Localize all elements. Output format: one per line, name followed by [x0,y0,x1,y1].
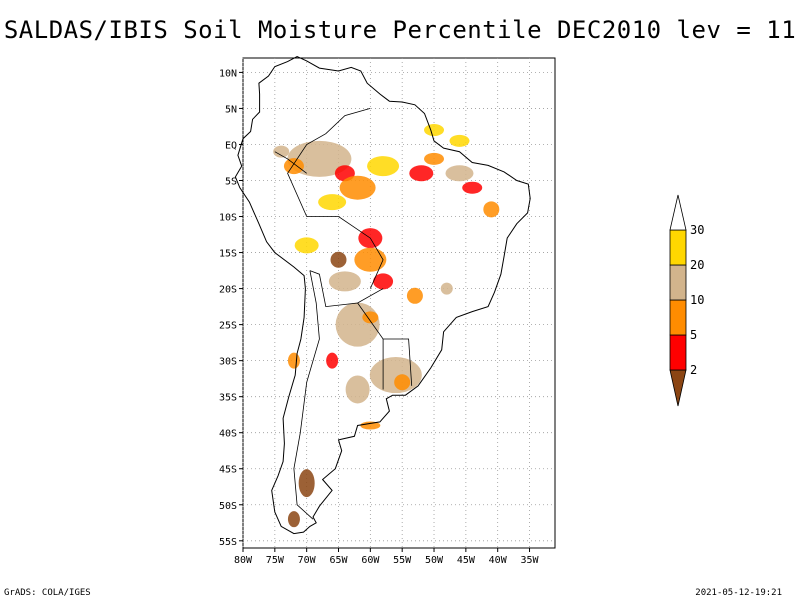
percentile-patch [294,237,319,254]
legend-swatch [669,264,687,301]
frame-border [242,57,556,549]
lat-tick-label: 10S [219,213,237,224]
software-credit: GrADS: COLA/IGES [4,588,91,598]
percentile-patches [273,124,500,528]
legend-swatch [669,229,687,266]
lon-tick-label: 35W [520,555,539,566]
legend-label: 5 [690,328,697,342]
legend-label: 30 [690,223,704,237]
legend-label: 20 [690,258,704,272]
lat-tick-label: 5S [225,177,237,188]
lat-tick-label: 45S [219,465,237,476]
percentile-patch [483,201,500,218]
lon-tick-label: 65W [329,555,348,566]
lon-tick-label: 55W [393,555,412,566]
lon-tick-label: 75W [266,555,285,566]
legend-swatch [669,369,687,407]
legend-swatch [669,299,687,336]
lat-tick-label: 50S [219,501,237,512]
percentile-patch [298,469,315,498]
lon-tick-label: 70W [298,555,317,566]
percentile-patch [283,158,304,175]
percentile-patch [449,134,470,147]
percentile-patch [345,375,370,404]
lat-tick-label: EQ [225,140,237,151]
lat-tick-label: 15S [219,249,237,260]
color-legend: 2 5 10 20 30 [669,194,704,407]
legend-label: 10 [690,293,704,307]
lon-tick-label: 45W [457,555,476,566]
timestamp: 2021-05-12-19:21 [695,588,782,598]
south-america-outline [234,56,531,535]
percentile-patch [367,156,400,177]
coastline [234,56,531,535]
national-border [293,270,320,520]
legend-label: 2 [690,363,697,377]
percentile-patch [287,511,300,528]
percentile-patch [318,194,347,211]
percentile-patch [369,357,422,394]
percentile-patch [424,152,445,165]
percentile-patch [409,165,434,182]
map-frame [242,57,556,549]
national-border [357,302,413,386]
lat-tick-label: 10N [219,68,237,79]
latitude-labels: 10N 5N EQ 5S 10S 15S 20S 25S 30S 35S 40S 45S 50S 55S [219,68,237,547]
lat-tick-label: 55S [219,537,237,548]
percentile-patch [328,271,361,292]
national-border [274,151,307,174]
percentile-patch [326,352,339,369]
percentile-patch [273,145,290,158]
lon-tick-label: 60W [361,555,380,566]
percentile-patch [287,352,300,369]
lon-tick-label: 80W [234,555,253,566]
lat-tick-label: 35S [219,393,237,404]
percentile-patch [362,311,379,324]
lat-tick-label: 5N [225,104,237,115]
longitude-labels: 80W 75W 70W 65W 60W 55W 50W 45W 40W 35W [234,555,540,566]
lon-tick-label: 50W [425,555,444,566]
percentile-patch [360,421,381,430]
percentile-patch [373,273,394,290]
percentile-patch [445,165,474,182]
percentile-patch [394,374,411,391]
percentile-patch [354,247,387,272]
lat-tick-label: 25S [219,321,237,332]
lon-tick-label: 40W [489,555,508,566]
graticule [239,58,555,552]
lat-tick-label: 40S [219,429,237,440]
percentile-patch [462,181,483,194]
map-title: SALDAS/IBIS Soil Moisture Percentile DEC… [3,16,797,44]
lat-tick-label: 30S [219,357,237,368]
lat-tick-label: 20S [219,285,237,296]
percentile-patch [406,287,423,304]
legend-swatch [669,334,687,371]
percentile-patch [424,124,445,137]
legend-swatch [669,194,687,231]
percentile-patch [339,175,376,200]
national-border [309,270,384,308]
percentile-patch [440,282,453,295]
percentile-patch [330,251,347,268]
national-border [287,108,384,289]
